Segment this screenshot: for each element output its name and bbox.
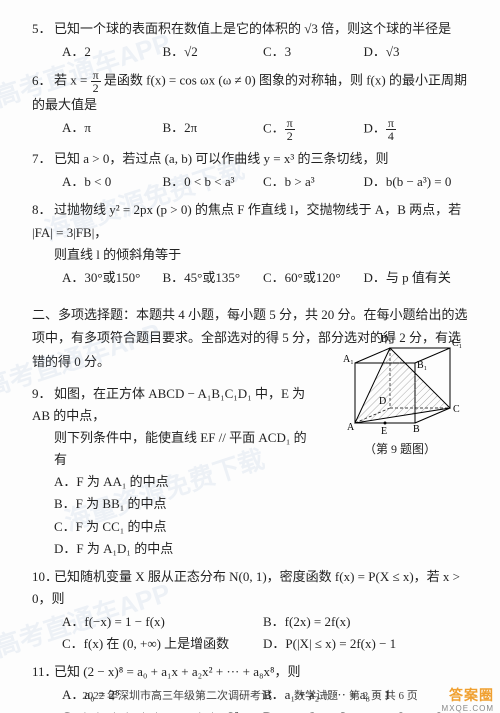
question-7: 7．已知 a > 0，若过点 (a, b) 可以作曲线 y = x³ 的三条切线… <box>32 148 470 193</box>
label-C1: C₁ <box>452 338 462 349</box>
q10-opt-d: D．P(|X| ≤ x) = 2f(x) − 1 <box>263 633 464 655</box>
q6-d-den: 4 <box>386 130 396 142</box>
q6-d-pre: D． <box>364 121 386 136</box>
q6-frac-den: 2 <box>91 82 101 94</box>
q9-stem1: 如图，在正方体 ABCD − A₁B₁C₁D₁ 中，E 为 AB 的中点， <box>32 386 305 423</box>
label-A: A <box>347 422 355 433</box>
q8-num: 8． <box>32 199 54 221</box>
label-A1: A₁ <box>343 354 354 365</box>
q7-opt-d: D．b(b − a³) = 0 <box>364 171 465 193</box>
q6-c-den: 2 <box>285 130 295 142</box>
q7-opt-c: C．b > a³ <box>263 171 364 193</box>
q6-opt-b: B．2π <box>163 117 264 142</box>
q11-opt-a: A．a₀ = 2⁸ <box>62 684 263 706</box>
q6-num: 6． <box>32 70 54 92</box>
q8-opt-b: B．45°或135° <box>163 267 264 289</box>
question-5: 5．已知一个球的表面积在数值上是它的体积的 √3 倍，则这个球的半径是 A．2 … <box>32 18 470 63</box>
q7-num: 7． <box>32 148 54 170</box>
label-C: C <box>453 404 460 415</box>
label-D: D <box>379 396 386 407</box>
q9-opt-a: A．F 为 AA₁ 的中点 <box>32 471 312 493</box>
label-B: B <box>413 424 420 435</box>
label-D1: D₁ <box>381 334 392 345</box>
question-11: 11．已知 (2 − x)⁸ = a₀ + a₁x + a₂x² + ··· +… <box>32 661 470 713</box>
q8-opt-c: C．60°或120° <box>263 267 364 289</box>
q11-num: 11． <box>32 661 54 683</box>
q9-caption: （第 9 题图） <box>330 440 470 457</box>
q11-opt-d: D．a₁ + 2a₂ + 3a₃ + ··· + 8a₈ = −8 <box>263 706 464 713</box>
q6-opt-c: C．π2 <box>263 117 364 142</box>
question-8: 8．过抛物线 y² = 2px (p > 0) 的焦点 F 作直线 l，交抛物线… <box>32 199 470 288</box>
label-B1: B₁ <box>417 360 427 371</box>
q10-num: 10． <box>32 566 54 588</box>
q10-opt-a: A．f(−x) = 1 − f(x) <box>62 611 263 633</box>
q6-opt-a: A．π <box>62 117 163 142</box>
q11-opt-c: C．|a₁| + |a₂| + |a₃| + ··· + |a₈| = 3⁸ <box>62 706 263 713</box>
q11-stem: 已知 (2 − x)⁸ = a₀ + a₁x + a₂x² + ··· + a₈… <box>54 664 301 679</box>
q9-stem2: 则下列条件中，能使直线 EF // 平面 ACD₁ 的有 <box>32 427 312 471</box>
q9-num: 9． <box>32 383 54 405</box>
q5-num: 5． <box>32 18 54 40</box>
q8-stem2: 则直线 l 的倾斜角等于 <box>32 244 470 266</box>
q7-opt-a: A．b < 0 <box>62 171 163 193</box>
q6-c-pre: C． <box>263 121 285 136</box>
q9-opt-d: D．F 为 A₁D₁ 的中点 <box>32 538 312 560</box>
label-E: E <box>381 426 387 437</box>
q11-opt-b: B．a₁ + a₂ + ··· + a₈ = 1 <box>263 684 464 706</box>
q5-opt-a: A．2 <box>62 41 163 63</box>
q10-opt-b: B．f(2x) = 2f(x) <box>263 611 464 633</box>
q8-stem1: 过抛物线 y² = 2px (p > 0) 的焦点 F 作直线 l，交抛物线于 … <box>32 202 461 239</box>
q7-opt-b: B．0 < b < a³ <box>163 171 264 193</box>
q10-stem: 已知随机变量 X 服从正态分布 N(0, 1)，密度函数 f(x) = P(X … <box>32 569 460 606</box>
q5-stem: 已知一个球的表面积在数值上是它的体积的 √3 倍，则这个球的半径是 <box>54 21 451 36</box>
q9-opt-c: C．F 为 CC₁ 的中点 <box>32 516 312 538</box>
q5-opt-b: B．√2 <box>163 41 264 63</box>
q8-opt-d: D．与 p 值有关 <box>364 267 465 289</box>
q9-figure: A B C D A₁ B₁ C₁ D₁ E （第 9 题图） <box>330 328 470 457</box>
q9-opt-b: B．F 为 BB₁ 的中点 <box>32 493 312 515</box>
q5-opt-d: D．√3 <box>364 41 465 63</box>
q10-opt-c: C．f(x) 在 (0, +∞) 上是增函数 <box>62 633 263 655</box>
q7-stem: 已知 a > 0，若过点 (a, b) 可以作曲线 y = x³ 的三条切线，则 <box>54 151 389 166</box>
q6-opt-d: D．π4 <box>364 117 465 142</box>
question-6: 6．若 x = π2 是函数 f(x) = cos ωx (ω ≠ 0) 图象的… <box>32 69 470 142</box>
q8-opt-a: A．30°或150° <box>62 267 163 289</box>
q6-stem-a: 若 x = <box>54 73 91 88</box>
question-10: 10．已知随机变量 X 服从正态分布 N(0, 1)，密度函数 f(x) = P… <box>32 566 470 655</box>
answer-tag: 答案圈 <box>449 685 494 705</box>
q5-opt-c: C．3 <box>263 41 364 63</box>
